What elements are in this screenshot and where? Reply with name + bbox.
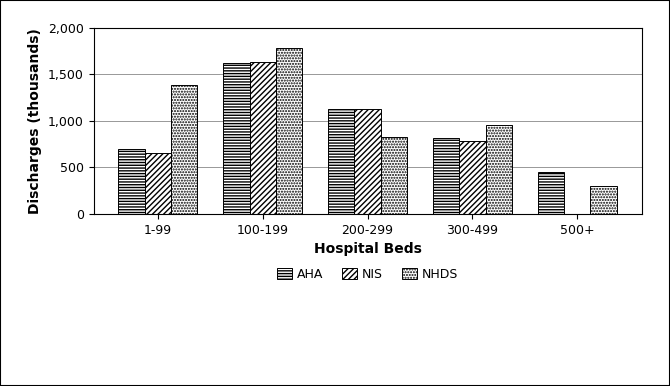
Bar (486, 125, 512, 214)
Bar (145, 153, 171, 214)
Legend: AHA, NIS, NHDS: AHA, NIS, NHDS (272, 263, 463, 286)
Bar (460, 141, 486, 214)
Y-axis label: Discharges (thousands): Discharges (thousands) (28, 28, 42, 214)
Bar (328, 109, 354, 214)
Bar (250, 62, 276, 214)
Bar (354, 109, 381, 214)
Bar (119, 149, 145, 214)
X-axis label: Hospital Beds: Hospital Beds (314, 242, 421, 256)
Bar (538, 172, 564, 214)
Bar (171, 85, 197, 214)
Bar (433, 137, 460, 214)
Bar (276, 48, 302, 214)
Bar (223, 63, 250, 214)
Bar (381, 137, 407, 214)
Bar (590, 186, 616, 214)
